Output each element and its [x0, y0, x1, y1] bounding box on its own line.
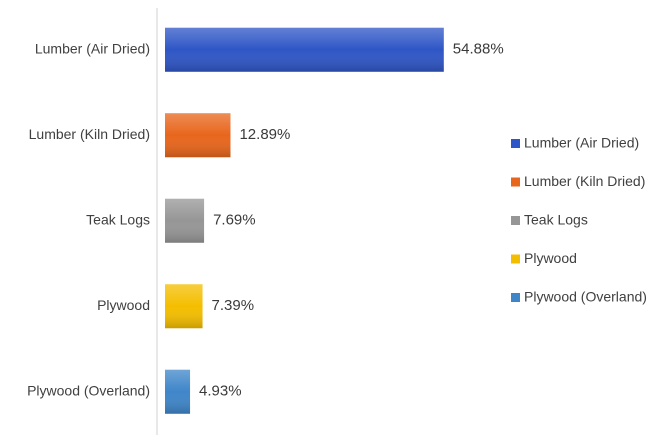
legend-swatch [511, 139, 520, 148]
value-label: 7.39% [212, 297, 255, 314]
category-label: Teak Logs [86, 211, 150, 227]
legend-label: Lumber (Kiln Dried) [524, 173, 645, 189]
legend-label: Plywood [524, 250, 577, 266]
legend-label: Teak Logs [524, 212, 588, 228]
bar-shade [165, 369, 191, 414]
legend-swatch [511, 254, 520, 264]
value-label: 7.69% [213, 212, 256, 229]
category-label: Lumber (Air Dried) [35, 40, 150, 56]
category-label: Plywood (Overland) [27, 382, 150, 398]
value-label: 12.89% [239, 126, 290, 143]
bar-shade [165, 284, 203, 329]
bar-shade [165, 198, 205, 243]
legend-label: Plywood (Overland) [524, 289, 647, 305]
legend-label: Lumber (Air Dried) [524, 135, 639, 151]
value-label: 54.88% [453, 41, 504, 58]
category-label: Lumber (Kiln Dried) [29, 126, 150, 142]
legend-swatch [511, 216, 520, 225]
value-label: 4.93% [199, 383, 242, 400]
category-label: Plywood [97, 297, 150, 313]
legend-swatch [511, 293, 520, 302]
bar-shade [165, 27, 444, 72]
legend-swatch [511, 177, 520, 187]
bar-shade [165, 113, 231, 158]
